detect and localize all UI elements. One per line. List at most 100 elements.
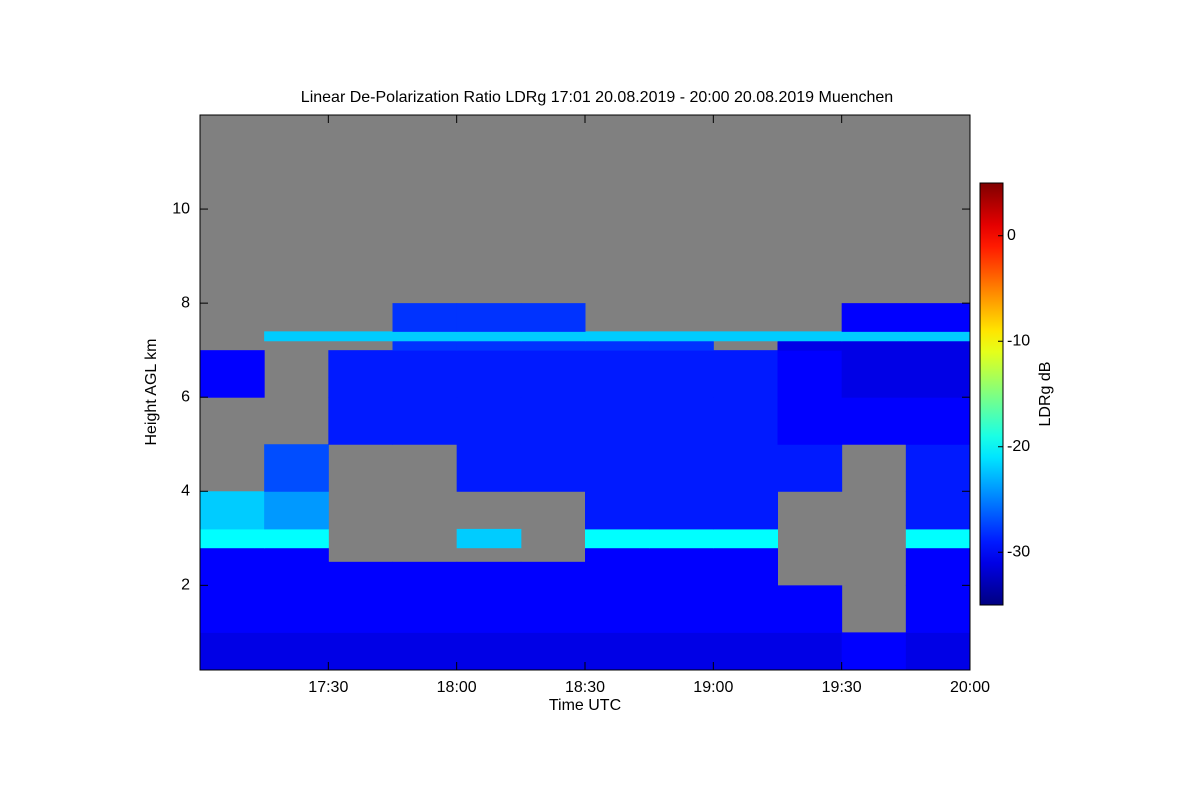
heatmap-cell bbox=[200, 561, 265, 586]
heatmap-cell bbox=[264, 547, 329, 563]
heatmap-cell bbox=[713, 397, 778, 445]
heatmap-cell bbox=[328, 585, 393, 633]
heatmap-cell bbox=[713, 350, 778, 398]
heatmap-cell bbox=[456, 331, 522, 342]
heatmap-cell bbox=[200, 585, 265, 633]
heatmap-cell bbox=[392, 350, 458, 398]
heatmap-cell bbox=[264, 632, 329, 671]
heatmap-cell bbox=[585, 528, 650, 549]
heatmap-cell bbox=[456, 303, 522, 332]
heatmap-cell bbox=[649, 444, 714, 492]
heatmap-cell bbox=[520, 444, 586, 492]
heatmap-cell bbox=[264, 528, 329, 549]
heatmap-cell bbox=[905, 491, 971, 530]
heatmap-cell bbox=[585, 331, 650, 342]
heatmap-cell bbox=[200, 350, 265, 398]
colorbar bbox=[979, 182, 1004, 606]
heatmap-cell bbox=[392, 561, 458, 586]
heatmap-cell bbox=[841, 397, 907, 445]
colorbar-label: LDRg dB bbox=[1037, 362, 1054, 427]
heatmap-cell bbox=[392, 397, 458, 445]
heatmap-cell bbox=[585, 491, 650, 530]
heatmap-cell bbox=[905, 303, 971, 332]
heatmap-cell bbox=[585, 444, 650, 492]
heatmap-cell bbox=[905, 632, 971, 671]
heatmap-cell bbox=[328, 397, 393, 445]
heatmap-cell bbox=[456, 444, 522, 492]
y-tick-label: 4 bbox=[181, 482, 190, 499]
colorbar-tick-label: -20 bbox=[1007, 438, 1030, 455]
heatmap-cell bbox=[264, 491, 329, 530]
heatmap-cell bbox=[328, 350, 393, 398]
x-tick-label: 19:00 bbox=[693, 679, 733, 696]
heatmap-cell bbox=[905, 331, 971, 342]
heatmap-cell bbox=[905, 444, 971, 492]
heatmap-cell bbox=[392, 303, 458, 332]
colorbar-tick-label: 0 bbox=[1007, 227, 1016, 244]
heatmap-cell bbox=[905, 397, 971, 445]
heatmap-cell bbox=[456, 561, 522, 586]
heatmap-cell bbox=[520, 397, 586, 445]
colorbar-tick-label: -10 bbox=[1007, 332, 1030, 349]
heatmap-cell bbox=[200, 528, 265, 549]
heatmap-cell bbox=[905, 340, 971, 351]
heatmap-cell bbox=[905, 350, 971, 398]
heatmap-cell bbox=[713, 491, 778, 530]
heatmap-cell bbox=[713, 547, 778, 563]
heatmap-cell bbox=[713, 585, 778, 633]
y-axis-label: Height AGL km bbox=[143, 338, 160, 445]
x-tick-label: 20:00 bbox=[950, 679, 990, 696]
heatmap-cell bbox=[456, 528, 522, 549]
heatmap-cell bbox=[649, 397, 714, 445]
heatmap-cell bbox=[777, 585, 843, 633]
heatmap-cell bbox=[456, 585, 522, 633]
heatmap-cell bbox=[328, 331, 393, 342]
heatmap-cell bbox=[392, 331, 458, 342]
heatmap-cell bbox=[328, 632, 393, 671]
heatmap-cell bbox=[200, 547, 265, 563]
heatmap-cell bbox=[456, 397, 522, 445]
heatmap-cell bbox=[841, 632, 907, 671]
x-tick-label: 19:30 bbox=[822, 679, 862, 696]
y-tick-label: 8 bbox=[181, 294, 190, 311]
heatmap-cell bbox=[520, 340, 586, 351]
heatmap-cell bbox=[520, 585, 586, 633]
heatmap-cell bbox=[649, 585, 714, 633]
heatmap-cell bbox=[585, 340, 650, 351]
heatmap-cell bbox=[649, 561, 714, 586]
colorbar-tick-label: -30 bbox=[1007, 543, 1030, 560]
heatmap-cell bbox=[777, 331, 843, 342]
y-tick-label: 6 bbox=[181, 388, 190, 405]
heatmap-cell bbox=[585, 397, 650, 445]
x-tick-label: 18:00 bbox=[437, 679, 477, 696]
heatmap-cell bbox=[264, 561, 329, 586]
heatmap-cell bbox=[777, 340, 843, 351]
heatmap-cell bbox=[392, 340, 458, 351]
heatmap-cell bbox=[585, 547, 650, 563]
heatmap-cell bbox=[905, 547, 971, 563]
heatmap-cell bbox=[777, 350, 843, 398]
x-tick-label: 18:30 bbox=[565, 679, 605, 696]
heatmap-cell bbox=[905, 585, 971, 633]
heatmap-cell bbox=[777, 632, 843, 671]
heatmap-cell bbox=[520, 331, 586, 342]
heatmap-cell bbox=[328, 561, 393, 586]
heatmap-cell bbox=[585, 585, 650, 633]
heatmap-cell bbox=[392, 585, 458, 633]
heatmap-cell bbox=[713, 331, 778, 342]
heatmap-cell bbox=[520, 561, 586, 586]
heatmap-cell bbox=[520, 632, 586, 671]
heatmap-cell bbox=[905, 528, 971, 549]
heatmap-cell bbox=[713, 561, 778, 586]
heatmap-cell bbox=[713, 444, 778, 492]
heatmap-cell bbox=[392, 632, 458, 671]
heatmap-cell bbox=[585, 350, 650, 398]
heatmap-cell bbox=[456, 340, 522, 351]
heatmap-cell bbox=[200, 491, 265, 530]
heatmap-cell bbox=[649, 547, 714, 563]
y-tick-label: 2 bbox=[181, 577, 190, 594]
chart-title: Linear De-Polarization Ratio LDRg 17:01 … bbox=[301, 89, 893, 106]
heatmap-cell bbox=[777, 444, 843, 492]
